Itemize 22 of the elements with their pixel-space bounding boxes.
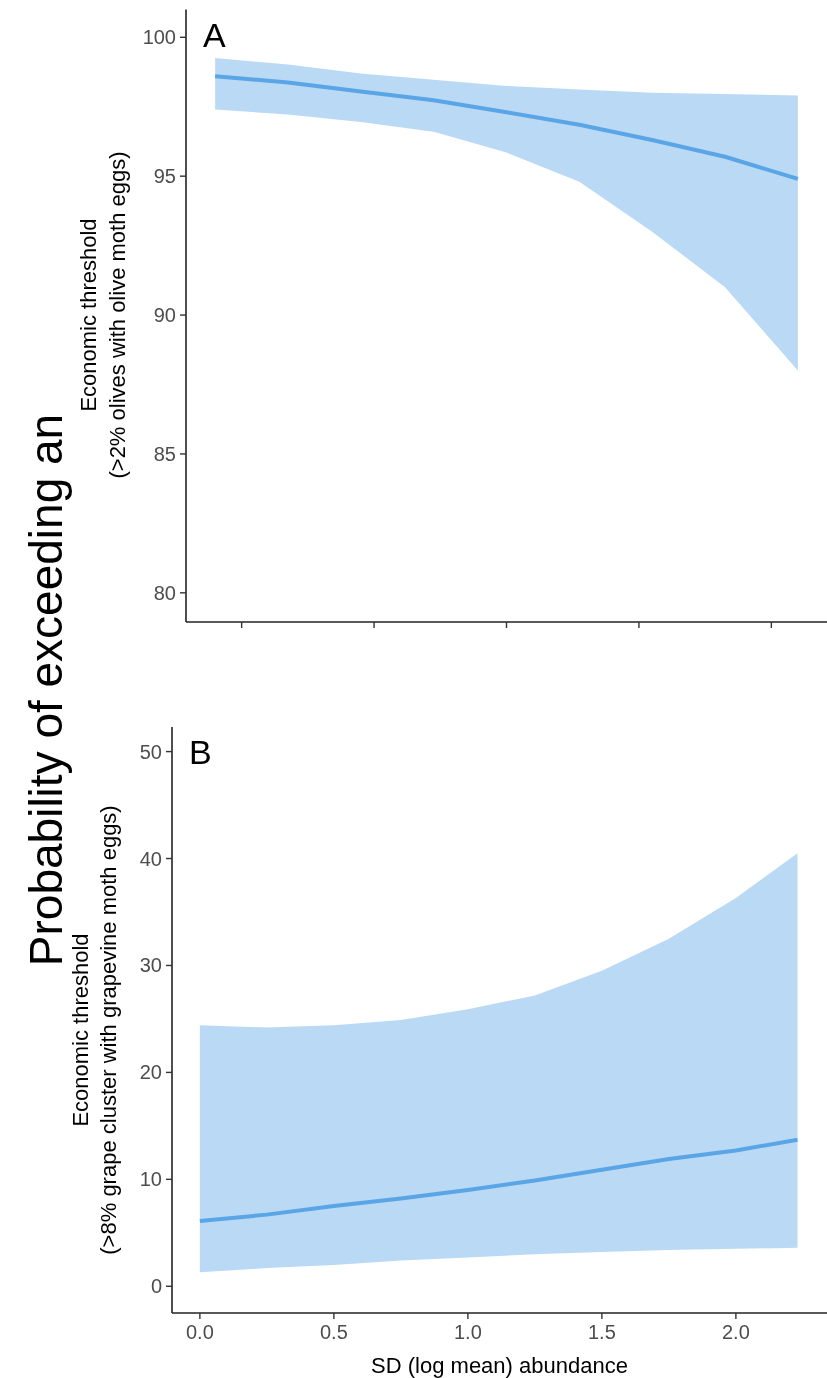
y-axis-title: Economic threshold (>2% olives with olive moth eggs) (76, 151, 130, 479)
y-tick-label: 30 (139, 954, 162, 977)
y-tick-label: 90 (153, 304, 176, 327)
x-tick-label: 1.5 (587, 1321, 616, 1343)
line-series (197, 1137, 800, 1224)
y-tick-label: 85 (153, 442, 176, 465)
y-tick-label: 0 (150, 1275, 162, 1298)
x-axis-title: SD (log mean) abundance (371, 1353, 628, 1378)
x-tick-label: 1.0 (453, 1321, 482, 1343)
y-tick-label: 100 (142, 26, 176, 49)
x-tick-label: 0.0 (185, 1321, 214, 1343)
x-tick-label: 0.5 (319, 1321, 348, 1343)
y-tick-label: 50 (139, 740, 162, 763)
y-tick-label: 95 (153, 165, 176, 188)
chart-title: A (203, 15, 226, 54)
y-tick-label: 10 (139, 1168, 162, 1191)
y-tick-label: 80 (153, 581, 176, 604)
y-tick-label: 40 (139, 847, 162, 870)
chart-title: B (189, 733, 212, 771)
x-tick-label: 2.0 (721, 1321, 750, 1343)
line-series (213, 74, 800, 181)
y-tick-label: 20 (139, 1061, 162, 1084)
